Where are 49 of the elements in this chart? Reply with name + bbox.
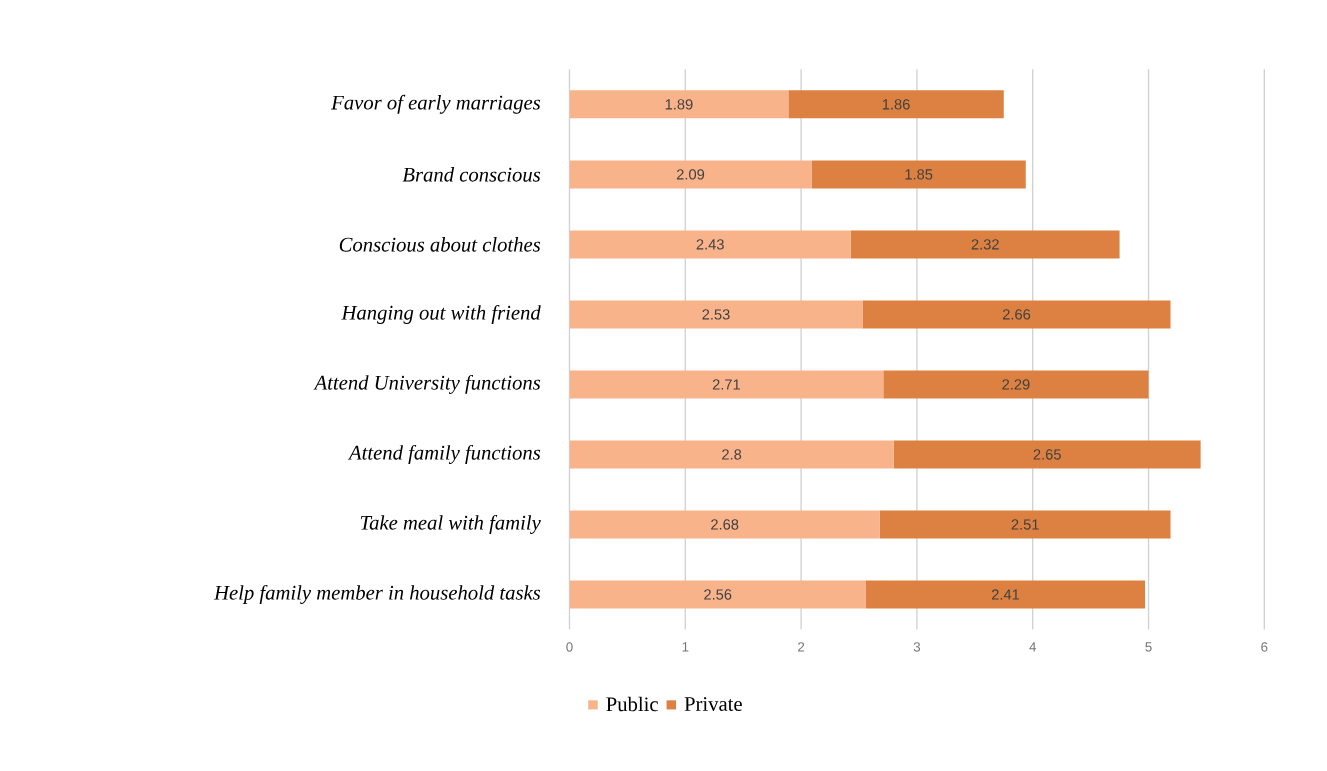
bar bbox=[811, 160, 1026, 189]
y-tick-label: Attend University functions bbox=[313, 374, 541, 394]
data-label: 1.85 bbox=[905, 169, 933, 180]
data-label: 2.41 bbox=[991, 589, 1020, 600]
bar bbox=[569, 230, 851, 259]
y-tick-label: Help family member in household tasks bbox=[213, 585, 541, 605]
bar bbox=[569, 580, 866, 609]
bar bbox=[865, 580, 1146, 609]
data-label: 2.8 bbox=[722, 449, 742, 460]
data-label: 2.43 bbox=[696, 239, 724, 250]
bar bbox=[569, 510, 880, 539]
data-label: 2.51 bbox=[1011, 519, 1039, 530]
x-tick-label: 6 bbox=[1261, 642, 1268, 652]
data-label: 2.68 bbox=[711, 519, 739, 530]
bar bbox=[850, 230, 1120, 259]
y-tick-label: Attend family functions bbox=[347, 445, 541, 465]
x-tick-label: 3 bbox=[913, 642, 921, 652]
x-tick-label: 2 bbox=[798, 642, 805, 652]
x-tick-label: 4 bbox=[1029, 642, 1037, 652]
bar bbox=[788, 90, 1004, 119]
bar bbox=[569, 300, 863, 329]
bar bbox=[569, 370, 884, 399]
x-tick-label: 0 bbox=[566, 642, 573, 652]
data-label: 2.32 bbox=[971, 239, 999, 250]
bar bbox=[569, 440, 894, 469]
y-tick-label: Favor of early marriages bbox=[331, 94, 541, 114]
data-label: 2.66 bbox=[1002, 309, 1031, 320]
data-label: 2.09 bbox=[676, 169, 705, 180]
data-label: 2.65 bbox=[1033, 449, 1061, 460]
y-tick-label: Hanging out with friend bbox=[341, 305, 541, 324]
data-label: 2.56 bbox=[704, 589, 732, 600]
x-tick-label: 5 bbox=[1145, 642, 1152, 652]
bar bbox=[862, 300, 1171, 329]
y-tick-label: Take meal with family bbox=[360, 515, 541, 535]
data-label: 1.89 bbox=[665, 99, 693, 110]
bar bbox=[569, 160, 812, 189]
data-label: 1.86 bbox=[882, 99, 910, 110]
data-label: 2.29 bbox=[1002, 379, 1030, 390]
legend-label: Private bbox=[684, 697, 742, 711]
bar bbox=[883, 370, 1149, 399]
data-label: 2.71 bbox=[712, 379, 740, 390]
data-label: 2.53 bbox=[702, 309, 730, 320]
y-tick-label: Brand conscious bbox=[402, 167, 541, 182]
y-tick-label: Conscious about clothes bbox=[339, 237, 541, 252]
bar bbox=[893, 440, 1201, 469]
x-tick-label: 1 bbox=[682, 642, 689, 652]
legend-label: Public bbox=[606, 696, 658, 712]
bar bbox=[569, 90, 789, 119]
bar bbox=[879, 510, 1171, 539]
